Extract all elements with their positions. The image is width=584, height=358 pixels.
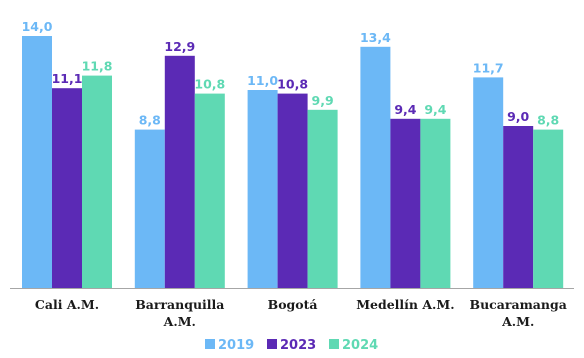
bar-2019-3 bbox=[360, 46, 391, 288]
legend-label-2019: 2019 bbox=[218, 338, 254, 353]
legend: 2019 2023 2024 bbox=[205, 338, 378, 353]
value-label-2023-3: 9,4 bbox=[394, 102, 416, 117]
value-labels-group: 14,011,111,88,812,910,8 11,0 10,89,913,49,… bbox=[22, 19, 560, 128]
category-labels-group: Cali A.M. Barranquilla A.M. Bogotá Medellín … bbox=[35, 297, 567, 329]
bar-2019-2 bbox=[247, 90, 278, 288]
bar-2023-0 bbox=[52, 88, 82, 288]
legend-label-2024: 2024 bbox=[342, 338, 378, 353]
legend-label-2023: 2023 bbox=[280, 338, 316, 353]
value-label-2023-4: 9,0 bbox=[507, 109, 529, 124]
bar-2024-3 bbox=[420, 118, 451, 288]
bar-2024-1 bbox=[194, 93, 225, 288]
value-label-2023-0: 11,1 bbox=[52, 71, 83, 86]
legend-swatch-2023 bbox=[267, 339, 277, 349]
bar-2023-1 bbox=[164, 55, 195, 288]
bar-2024-0 bbox=[82, 75, 112, 288]
value-label-2024-0: 11,8 bbox=[82, 59, 113, 74]
value-label-2019-2: 11,0 bbox=[247, 73, 278, 88]
bar-2019-1 bbox=[134, 129, 165, 288]
value-label-2023-1: 12,9 bbox=[164, 39, 195, 54]
category-label-3: Medellín A.M. bbox=[356, 297, 454, 312]
value-label-2024-2: 9,9 bbox=[312, 93, 334, 108]
category-label-1: Barranquilla A.M. bbox=[135, 297, 224, 329]
bar-2024-4 bbox=[533, 129, 564, 288]
value-label-2019-3: 13,4 bbox=[360, 30, 391, 45]
bar-2023-3 bbox=[390, 118, 421, 288]
value-label-2024-4: 8,8 bbox=[537, 113, 559, 128]
legend-swatch-2019 bbox=[205, 339, 215, 349]
value-label-2019-4: 11,7 bbox=[473, 60, 504, 75]
bar-2019-0 bbox=[22, 36, 52, 288]
category-label-0: Cali A.M. bbox=[35, 297, 99, 312]
bar-2024-2 bbox=[307, 109, 338, 288]
bars-group bbox=[22, 36, 564, 289]
bar-2023-4 bbox=[503, 126, 534, 288]
category-label-2: Bogotá bbox=[268, 297, 318, 312]
value-label-2023-2: 10,8 bbox=[277, 77, 308, 92]
value-label-2019-0: 14,0 bbox=[22, 19, 53, 34]
value-label-2024-1: 10,8 bbox=[194, 77, 225, 92]
bar-2023-2 bbox=[277, 93, 308, 288]
bar-2019-4 bbox=[473, 77, 504, 289]
legend-swatch-2024 bbox=[329, 339, 339, 349]
value-label-2019-1: 8,8 bbox=[139, 113, 161, 128]
category-label-4: Bucaramanga A.M. bbox=[470, 297, 567, 329]
value-label-2024-3: 9,4 bbox=[424, 102, 446, 117]
